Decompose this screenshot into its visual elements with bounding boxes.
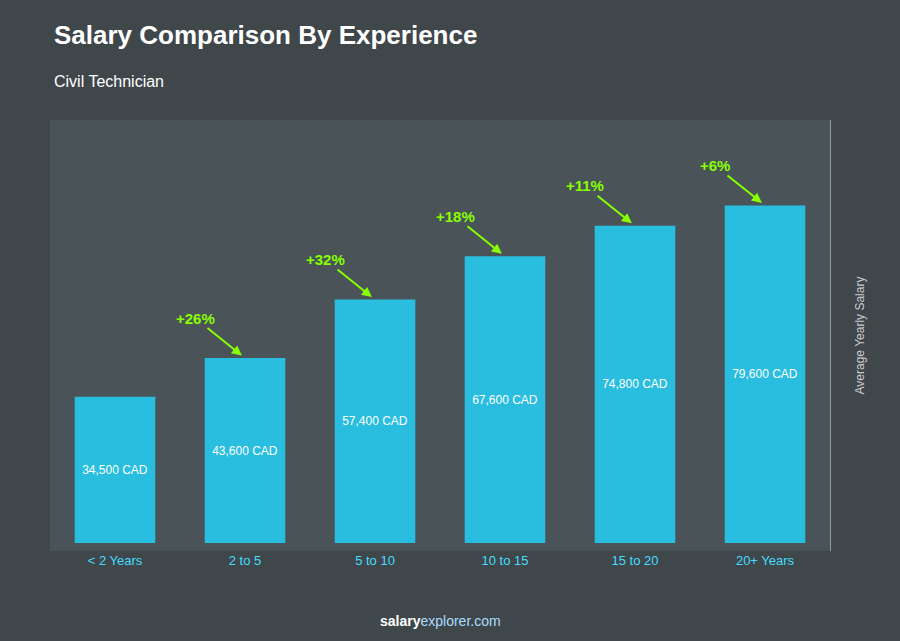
- svg-text:+18%: +18%: [436, 208, 475, 225]
- svg-text:salaryexplorer.com: salaryexplorer.com: [380, 613, 501, 629]
- svg-text:15 to 20: 15 to 20: [612, 553, 659, 568]
- svg-text:43,600 CAD: 43,600 CAD: [212, 444, 278, 458]
- svg-text:10 to 15: 10 to 15: [482, 553, 529, 568]
- svg-text:+6%: +6%: [700, 157, 730, 174]
- svg-text:+26%: +26%: [176, 310, 215, 327]
- svg-text:+11%: +11%: [566, 177, 604, 194]
- svg-text:5 to 10: 5 to 10: [355, 553, 395, 568]
- svg-text:< 2 Years: < 2 Years: [88, 553, 143, 568]
- svg-text:57,400 CAD: 57,400 CAD: [342, 414, 408, 428]
- svg-text:Average Yearly Salary: Average Yearly Salary: [853, 277, 867, 395]
- svg-text:2 to 5: 2 to 5: [229, 553, 262, 568]
- svg-text:20+ Years: 20+ Years: [736, 553, 795, 568]
- svg-text:74,800 CAD: 74,800 CAD: [602, 377, 668, 391]
- svg-text:34,500 CAD: 34,500 CAD: [82, 463, 148, 477]
- svg-text:79,600 CAD: 79,600 CAD: [732, 367, 798, 381]
- svg-text:67,600 CAD: 67,600 CAD: [472, 393, 538, 407]
- svg-text:+32%: +32%: [306, 251, 345, 268]
- svg-text:Civil Technician: Civil Technician: [54, 73, 164, 90]
- svg-text:Salary Comparison By Experienc: Salary Comparison By Experience: [54, 20, 477, 50]
